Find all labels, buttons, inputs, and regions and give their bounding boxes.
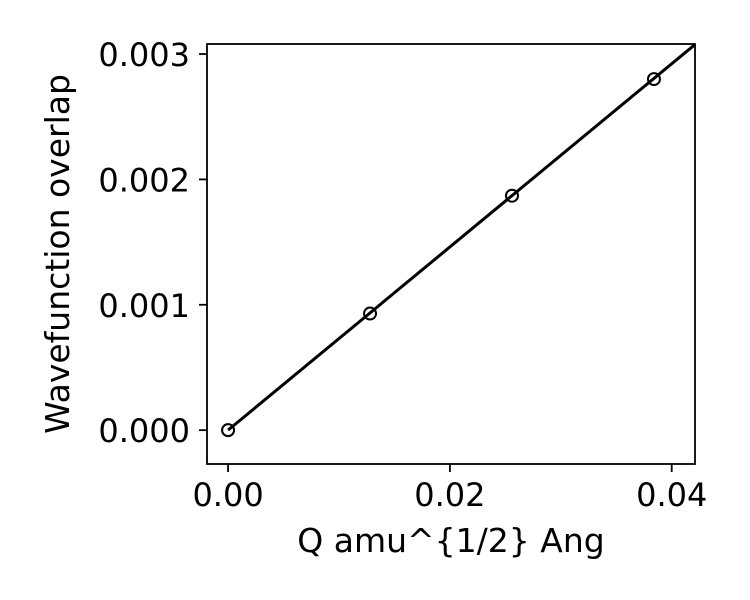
data-point	[505, 188, 519, 203]
x-tick-label: 0.04	[636, 476, 707, 514]
fit-line	[227, 44, 695, 432]
y-tick-label: 0.000	[98, 412, 190, 450]
plot-area	[206, 43, 696, 465]
axes-frame	[206, 43, 696, 465]
y-tick-label: 0.002	[98, 161, 190, 199]
y-axis-title: Wavefunction overlap	[38, 74, 77, 434]
data-point	[646, 72, 661, 87]
y-axis-ticks: 0.000 0.001 0.002 0.003	[98, 36, 207, 450]
x-tick-label: 0.02	[414, 476, 485, 514]
y-tick-label: 0.003	[98, 36, 190, 74]
x-axis-title: Q amu^{1/2} Ang	[297, 521, 604, 560]
data-layer	[221, 44, 695, 438]
x-tick-label: 0.00	[192, 476, 263, 514]
data-point	[221, 423, 236, 438]
x-axis-ticks: 0.00 0.02 0.04	[192, 464, 707, 514]
data-point	[363, 306, 378, 321]
y-tick-label: 0.001	[98, 287, 190, 325]
